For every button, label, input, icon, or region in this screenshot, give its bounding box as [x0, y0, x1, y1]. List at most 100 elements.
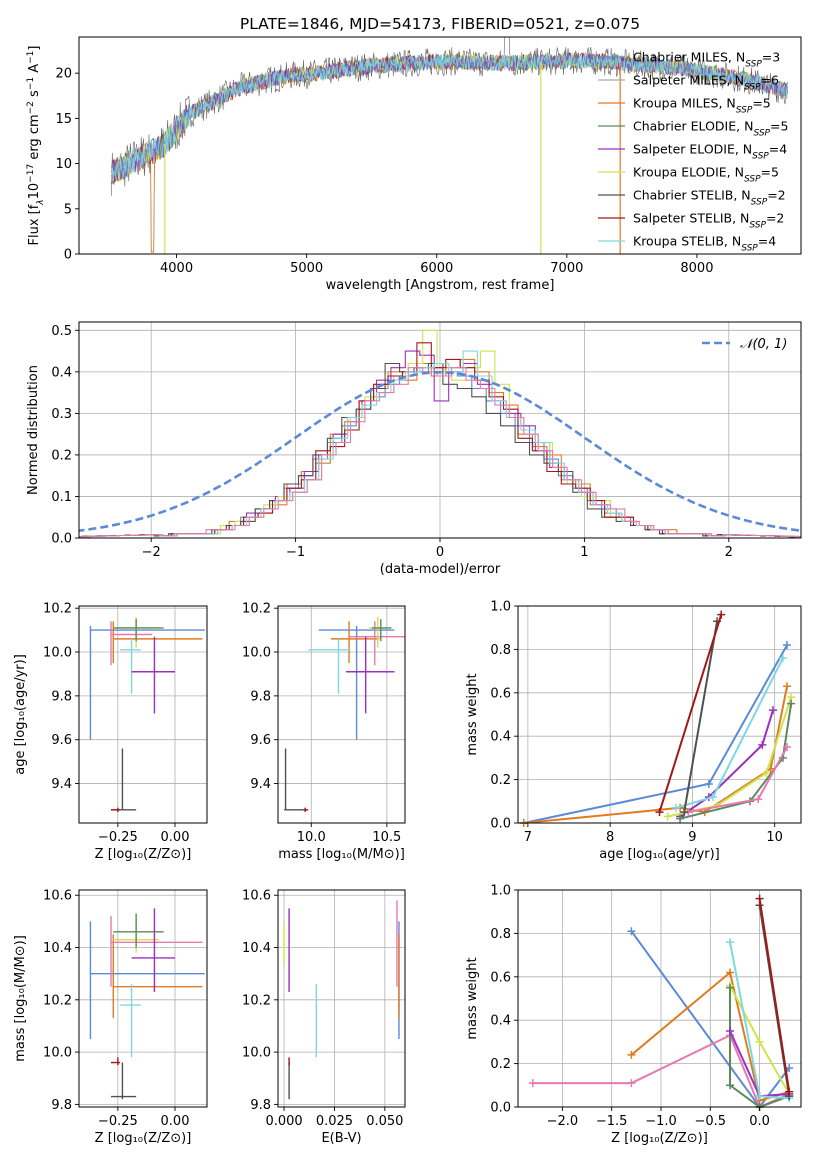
histogram-chabrier_miles: [79, 367, 801, 538]
x-tick-label: 0.050: [366, 1114, 403, 1129]
y-tick-label: 1.0: [490, 600, 511, 615]
y-tick-label: 0.4: [51, 365, 72, 380]
y-tick-label: 0.2: [490, 773, 511, 788]
y-tick-label: 10.0: [43, 646, 72, 661]
residuals-plot-area: [79, 329, 801, 538]
axes-frame: [277, 889, 406, 1108]
axes-frame: [78, 36, 802, 255]
legend-label: Salpeter MILES, NSSP=6: [633, 73, 779, 93]
x-tick-label: 0: [436, 545, 444, 560]
y-axis-label: Normed distribution: [26, 365, 41, 495]
y-tick-label: 10.6: [43, 889, 72, 904]
series-marker: [755, 1037, 764, 1046]
x-tick-label: 9: [688, 830, 696, 845]
spectrum-title: PLATE=1846, MJD=54173, FIBERID=0521, z=0…: [240, 15, 640, 33]
legend-label: 𝒩(0, 1): [740, 337, 787, 352]
y-tick-label: 10.2: [43, 993, 72, 1008]
series-marker: [726, 1081, 735, 1090]
y-tick-label: 0.1: [51, 490, 72, 505]
y-tick-label: 0: [64, 248, 72, 263]
legend-label: Salpeter STELIB, NSSP=2: [633, 211, 784, 231]
legend-label-text: Chabrier STELIB, N: [633, 188, 751, 203]
y-tick-label: 0.2: [490, 1057, 511, 1072]
x-axis-label: E(B-V): [321, 1131, 361, 1146]
legend-label-sub: SSP: [736, 106, 753, 116]
series-marker: [680, 808, 689, 817]
spectrum-line-kroupa_stelib: [111, 52, 788, 182]
legend-label-text: Salpeter STELIB, N: [633, 211, 749, 226]
age_weight-panel: 7 8 9 10 0.0 0.2 0.4 0.6 0.8 1.0 age [log₁₀(age/yr…: [465, 600, 802, 862]
legend-label: Kroupa MILES, NSSP=5: [633, 96, 771, 116]
y-tick-label: 10.4: [242, 941, 271, 956]
y-tick-label: 10.0: [242, 646, 271, 661]
y-axis-label: mass [log₁₀(M/M⊙)]: [13, 935, 28, 1062]
y-axis-label-part: 10: [27, 183, 42, 200]
x-tick-label: 0.0: [749, 1114, 770, 1129]
y-tick-label: 0.4: [490, 730, 511, 745]
series-marker: [663, 812, 672, 821]
series-marker: [717, 610, 726, 619]
legend-label-sub: SSP: [753, 129, 770, 139]
mass_age-plot-area: [284, 616, 405, 813]
series-marker: [671, 803, 680, 812]
legend-label-sub: SSP: [751, 198, 768, 208]
spectrum-plot-area: [111, 37, 788, 254]
series-line-chabrier_stelib: [683, 621, 719, 813]
series-marker: [769, 706, 778, 715]
histogram-kroupa_miles: [79, 358, 801, 538]
z_mass-plot-area: [89, 908, 205, 1100]
y-axis-label-part: λ: [36, 199, 46, 205]
y-axis-label-part: −17: [26, 164, 36, 183]
x-tick-label: −1.5: [596, 1114, 628, 1129]
x-axis-label: (data-model)/error: [380, 562, 501, 577]
series-line-salpeter_elodie: [679, 709, 774, 818]
y-tick-label: 10.0: [43, 1046, 72, 1061]
x-axis-label: wavelength [Angstrom, rest frame]: [326, 278, 555, 293]
y-tick-label: 15: [55, 112, 72, 127]
legend-label-n: =2: [767, 188, 785, 203]
series-line-salpeter_stelib: [758, 898, 791, 1092]
y-tick-label: 0.4: [490, 1014, 511, 1029]
mass_age-panel: 10.0 10.5 9.4 9.6 9.8 10.0 10.2 mass [log₁₀(M/M…: [242, 602, 406, 862]
series-marker: [785, 1087, 794, 1096]
legend-label-n: =5: [761, 165, 779, 180]
x-axis-label: Z [log₁₀(Z/Z⊙)]: [95, 847, 192, 862]
y-tick-label: 9.8: [250, 689, 271, 704]
series-marker: [762, 769, 771, 778]
y-tick-label: 9.4: [250, 777, 271, 792]
x-tick-label: 8: [606, 830, 614, 845]
legend-label-n: =4: [758, 234, 776, 249]
residuals-panel: −2 −1 0 1 2 0.0 0.1 0.2 0.3 0.4 0.5 (data-model)/er…: [26, 321, 802, 577]
y-tick-label: 10.2: [242, 993, 271, 1008]
x-tick-label: −0.25: [98, 1114, 138, 1129]
y-axis-label-part: s: [27, 90, 42, 101]
y-tick-label: 10.4: [43, 941, 72, 956]
x-axis-label: Z [log₁₀(Z/Z⊙)]: [611, 1131, 708, 1146]
x-tick-label: −2.0: [547, 1114, 579, 1129]
x-tick-label: −0.25: [98, 830, 138, 845]
series-line-kroupa_miles: [630, 970, 790, 1102]
histogram-pink: [79, 367, 801, 538]
x-axis-label: Z [log₁₀(Z/Z⊙)]: [95, 1131, 192, 1146]
y-tick-label: 10.2: [242, 602, 271, 617]
series-marker: [726, 968, 735, 977]
y-axis-label-part: ]: [27, 46, 42, 51]
x-tick-label: 5000: [290, 261, 323, 276]
x-tick-label: 7: [524, 830, 532, 845]
series-marker: [783, 743, 792, 752]
z_weight-panel: −2.0 −1.5 −1.0 −0.5 0.0 0.0 0.2 0.4 0.6 0.8 1.0 Z […: [465, 884, 802, 1146]
legend-label-sub: SSP: [752, 152, 769, 162]
y-axis-label-part: −2: [26, 101, 36, 114]
x-tick-label: 0.025: [316, 1114, 353, 1129]
y-axis-label-part: erg cm: [27, 114, 42, 163]
x-tick-label: 10.5: [372, 830, 401, 845]
axes-frame: [517, 889, 802, 1108]
legend-label-text: Kroupa ELODIE, N: [633, 165, 744, 180]
y-axis-label-part: Flux [f: [27, 204, 42, 245]
y-tick-label: 9.4: [51, 777, 72, 792]
legend-label-sub: SSP: [744, 83, 761, 93]
y-axis-label-part: A: [27, 64, 42, 77]
x-axis-label: age [log₁₀(age/yr)]: [599, 847, 720, 862]
z_age-plot-area: [89, 616, 205, 813]
series-marker: [754, 795, 763, 804]
